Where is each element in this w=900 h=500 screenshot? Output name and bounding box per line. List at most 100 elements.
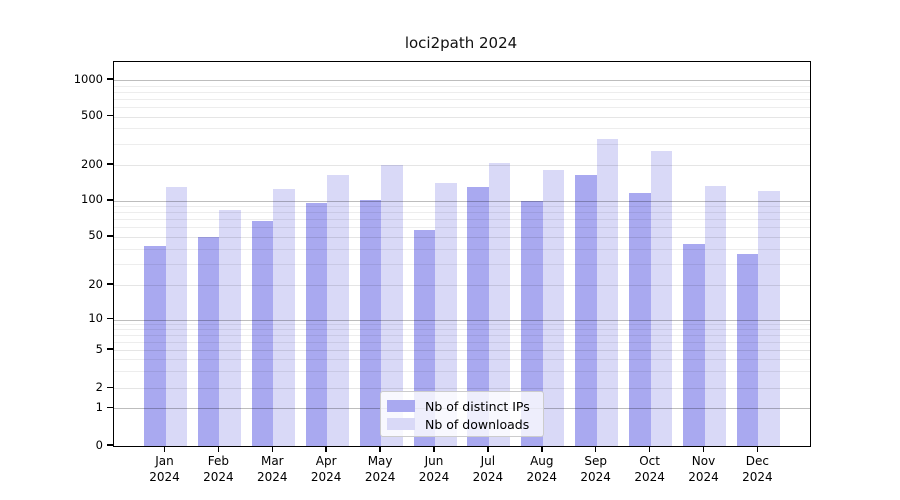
plot-area	[113, 61, 811, 447]
bar-distinct-ips-aug	[521, 200, 543, 446]
y-gridline-100	[114, 200, 810, 202]
legend-row-downloads: Nb of downloads	[387, 415, 543, 433]
chart-title: loci2path 2024	[404, 34, 518, 52]
legend-swatch-downloads	[387, 418, 415, 430]
y-tick-50	[107, 235, 113, 237]
bar-downloads-apr	[327, 174, 349, 446]
y-tick-1	[107, 406, 113, 409]
x-tick-aug	[541, 446, 543, 452]
y-tick-2	[107, 386, 113, 389]
bar-distinct-ips-jan	[144, 245, 166, 446]
y-tick-label-1: 1	[95, 399, 103, 414]
y-tick-label-50: 50	[88, 228, 103, 243]
bar-distinct-ips-apr	[305, 203, 328, 446]
y-minor-gridline-6	[114, 341, 810, 343]
y-tick-500	[107, 114, 113, 117]
bar-downloads-sep	[596, 138, 619, 446]
bar-distinct-ips-sep	[575, 174, 597, 446]
x-tick-label-mar: Mar 2024	[257, 454, 288, 484]
bar-downloads-feb	[219, 210, 241, 446]
y-minor-gridline-30	[114, 263, 810, 265]
x-tick-label-feb: Feb 2024	[203, 454, 234, 484]
bar-downloads-jun	[435, 183, 457, 446]
y-gridline-500	[114, 116, 810, 118]
x-tick-oct	[648, 446, 651, 452]
y-tick-200	[107, 163, 113, 165]
y-minor-gridline-40	[114, 248, 810, 250]
x-tick-label-sep: Sep 2024	[580, 454, 611, 484]
x-tick-mar	[271, 446, 274, 452]
y-minor-gridline-900	[114, 85, 810, 87]
y-tick-100	[107, 199, 113, 201]
y-tick-label-5: 5	[95, 341, 103, 356]
x-tick-dec	[756, 446, 759, 452]
x-tick-apr	[325, 446, 327, 452]
x-tick-sep	[594, 446, 597, 452]
y-gridline-200	[114, 165, 810, 166]
y-tick-label-10: 10	[88, 311, 103, 325]
x-tick-nov	[702, 446, 705, 452]
y-minor-gridline-90	[114, 206, 810, 208]
x-tick-label-jan: Jan 2024	[149, 454, 180, 484]
bar-downloads-nov	[704, 186, 726, 446]
x-tick-jan	[163, 446, 166, 452]
bar-downloads-aug	[542, 169, 565, 446]
legend-swatch-distinct-ips	[387, 400, 415, 412]
y-tick-5	[107, 348, 113, 350]
y-tick-label-1000: 1000	[73, 71, 103, 86]
y-minor-gridline-3	[114, 371, 810, 373]
y-minor-gridline-300	[114, 143, 810, 145]
x-tick-feb	[217, 446, 220, 452]
y-minor-gridline-800	[114, 91, 810, 93]
y-minor-gridline-8	[114, 329, 810, 331]
bar-distinct-ips-may	[359, 200, 382, 446]
y-minor-gridline-80	[114, 212, 810, 214]
y-gridline-2	[114, 388, 810, 390]
x-tick-label-may: May 2024	[364, 454, 396, 484]
y-tick-label-0: 0	[95, 437, 103, 452]
y-gridline-1000	[114, 80, 810, 81]
bar-downloads-oct	[650, 151, 673, 446]
y-tick-label-20: 20	[88, 276, 103, 291]
x-tick-label-jun: Jun 2024	[418, 454, 450, 484]
bar-distinct-ips-feb	[197, 236, 220, 446]
y-tick-0	[107, 444, 113, 446]
bar-downloads-mar	[273, 189, 295, 446]
y-minor-gridline-7	[114, 335, 810, 337]
legend: Nb of distinct IPs Nb of downloads	[380, 391, 544, 437]
y-tick-label-200: 200	[81, 156, 103, 171]
x-tick-label-aug: Aug 2024	[526, 454, 558, 484]
y-minor-gridline-600	[114, 107, 810, 109]
y-minor-gridline-4	[114, 359, 810, 361]
y-gridline-50	[114, 236, 810, 238]
x-tick-jul	[487, 446, 489, 452]
y-gridline-20	[114, 285, 810, 286]
y-tick-10	[107, 317, 113, 320]
x-tick-may	[379, 446, 381, 452]
y-minor-gridline-700	[114, 98, 810, 100]
y-tick-label-100: 100	[81, 192, 103, 207]
y-tick-20	[107, 283, 113, 285]
bar-distinct-ips-oct	[629, 192, 651, 446]
y-tick-label-2: 2	[95, 379, 103, 394]
x-tick-label-nov: Nov 2024	[688, 454, 719, 484]
bar-distinct-ips-nov	[683, 243, 705, 446]
x-tick-label-jul: Jul 2024	[472, 454, 504, 484]
bar-downloads-jul	[488, 163, 511, 446]
bar-distinct-ips-jul	[467, 186, 489, 446]
x-tick-label-oct: Oct 2024	[634, 454, 665, 484]
y-tick-1000	[107, 78, 113, 80]
x-tick-label-apr: Apr 2024	[310, 454, 342, 484]
legend-label-downloads: Nb of downloads	[425, 416, 530, 432]
bar-downloads-may	[381, 165, 403, 446]
legend-row-distinct-ips: Nb of distinct IPs	[387, 397, 543, 415]
x-tick-jun	[433, 446, 435, 452]
y-gridline-10	[114, 319, 810, 321]
bar-distinct-ips-dec	[736, 254, 759, 446]
y-minor-gridline-60	[114, 227, 810, 229]
x-tick-label-dec: Dec 2024	[742, 454, 773, 484]
y-tick-label-500: 500	[81, 108, 103, 123]
bar-distinct-ips-mar	[251, 220, 274, 446]
y-gridline-5	[114, 350, 810, 351]
